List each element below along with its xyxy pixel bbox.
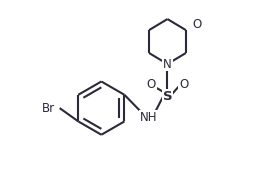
Text: S: S bbox=[163, 90, 172, 103]
Text: O: O bbox=[146, 78, 156, 91]
Text: N: N bbox=[163, 58, 172, 70]
Text: O: O bbox=[179, 78, 188, 91]
Text: O: O bbox=[192, 18, 202, 31]
Text: Br: Br bbox=[42, 102, 55, 115]
Text: NH: NH bbox=[140, 111, 158, 124]
